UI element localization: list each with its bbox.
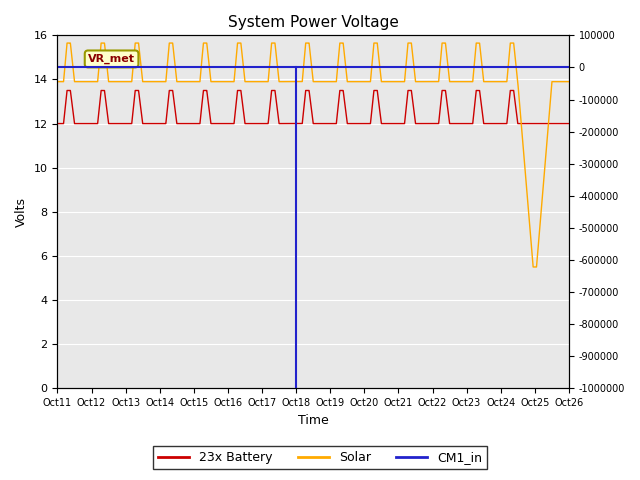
Text: VR_met: VR_met — [88, 54, 135, 64]
Title: System Power Voltage: System Power Voltage — [228, 15, 399, 30]
X-axis label: Time: Time — [298, 414, 328, 427]
Legend: 23x Battery, Solar, CM1_in: 23x Battery, Solar, CM1_in — [153, 446, 487, 469]
Y-axis label: Volts: Volts — [15, 197, 28, 227]
